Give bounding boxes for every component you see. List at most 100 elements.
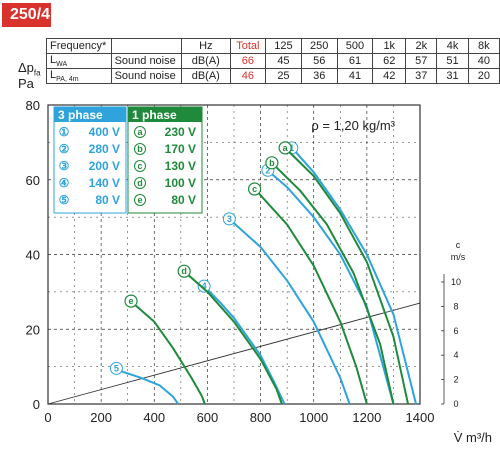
series-marker-a [278,141,292,155]
series-label-1: 1 [289,143,294,153]
right-axis-tick-label: 0 [453,399,458,409]
right-axis-tick-label: 10 [451,277,461,287]
series-marker-b [265,156,279,170]
series-line-4 [205,287,286,405]
table-cell: 46 [229,68,267,85]
table-cell: 31 [436,68,469,85]
series-line-1 [293,149,417,405]
legend-one-phase-marker [134,143,146,155]
legend-three-phase-voltage: 280 V [89,142,120,156]
table-cell: 41 [336,68,374,85]
legend-one-phase-voltage: 170 V [165,142,196,156]
x-tick-label: 200 [90,410,112,425]
right-axis-tick-label: 8 [453,301,458,311]
series-marker-4 [197,279,211,293]
table-cell: dB(A) [180,52,231,70]
legend-three-phase-box [53,106,127,214]
legend-three-phase-title: 3 phase [58,108,103,122]
x-tick-label: 0 [44,410,51,425]
density-note: ρ = 1,20 kg/m³ [311,118,395,133]
right-axis-tick-label: 2 [453,375,458,385]
table-cell: dB(A) [180,68,231,85]
legend-one-phase-marker [134,160,146,172]
legend-three-phase-mark: ② [59,142,70,156]
legend-one-phase-voltage: 230 V [165,125,196,139]
x-tick-label: 600 [197,410,219,425]
pressure-axis-label: Δpfa [18,60,41,78]
table-cell: 20 [467,68,500,85]
legend-one-phase-voltage: 80 V [171,193,196,207]
series-marker-d [177,264,191,278]
legend-one-phase-voltage: 100 V [165,176,196,190]
legend-three-phase-mark: ③ [59,159,70,173]
legend-three-phase-voltage: 140 V [89,176,120,190]
series-line-c [255,190,368,405]
y-tick-label: 80 [26,98,40,113]
y-tick-label: 0 [33,397,40,412]
series-label-c: c [252,184,257,194]
table-header-cell: 250 [300,38,338,54]
pressure-subscript: fa [33,68,41,78]
table-header-cell: Frequency* [46,38,112,54]
series-label-4: 4 [202,281,207,291]
series-line-3 [230,220,351,405]
series-line-e [132,302,206,405]
series-marker-e [124,294,138,308]
table-cell: 40 [467,52,500,70]
table-cell: 61 [336,52,374,70]
table-header-cell: 500 [336,38,374,54]
legend-three-phase-voltage: 80 V [95,193,120,207]
sound-noise-table: Frequency* Hz Total 125 250 500 1k 2k 4k 8k LWA Sou… [46,38,500,85]
series-label-a: a [283,143,289,153]
series-line-5 [118,369,180,405]
y-tick-label: 60 [26,173,40,188]
right-axis-label-unit: m/s [451,252,466,262]
series-label-b: b [269,158,275,168]
model-tag: 250/4 [2,3,51,27]
table-cell: Sound noise [110,52,182,70]
legend-one-phase-mark: b [137,144,143,154]
series-marker-5 [109,361,123,375]
right-axis-tick-label: 4 [453,350,458,360]
series-marker-c [247,182,262,196]
series-line-d [185,272,283,405]
y-tick-label: 20 [26,322,40,337]
series-line-2 [269,171,395,405]
table-cell: Sound noise [110,68,182,85]
table-header-row: Frequency* Hz Total 125 250 500 1k 2k 4k 8k [46,38,500,54]
table-header-cell: 2k [405,38,438,54]
legend-one-phase-mark: e [137,195,142,205]
series-label-2: 2 [265,165,270,175]
table-cell: 25 [265,68,302,85]
x-tick-label: 800 [250,410,272,425]
legend-one-phase-marker [134,126,146,138]
legend-one-phase-mark: d [137,178,143,188]
series-line-b [273,164,395,405]
x-tick-label: 1200 [352,410,381,425]
system-curve-line [47,302,421,405]
table-cell-symbol: LPA, 4m [46,68,112,85]
y-tick-label: 40 [26,248,40,263]
legend-three-phase-header [54,107,126,122]
legend-one-phase-header [128,107,202,122]
x-axis-label: V̇ m³/h [454,430,492,445]
series-label-3: 3 [227,214,232,224]
legend-three-phase-mark: ⑤ [59,193,70,207]
pressure-symbol: Δp [18,60,34,75]
x-tick-label: 1400 [406,410,435,425]
pressure-unit-label: Pa [18,76,34,91]
legend-three-phase-mark: ④ [59,176,70,190]
x-tick-label: 1000 [299,410,328,425]
series-label-e: e [129,296,134,306]
legend-three-phase-voltage: 200 V [89,159,120,173]
series-marker-3 [222,212,236,226]
right-axis-label-c: c [456,240,461,250]
legend-one-phase-marker [134,177,146,189]
x-tick-label: 400 [143,410,165,425]
legend-three-phase-mark: ① [59,125,70,139]
legend-one-phase-voltage: 130 V [165,159,196,173]
table-row: LPA, 4m Sound noise dB(A) 46 25 36 41 42 37 31 20 [46,68,500,85]
series-label-d: d [181,266,187,276]
legend-three-phase-voltage: 400 V [89,125,120,139]
